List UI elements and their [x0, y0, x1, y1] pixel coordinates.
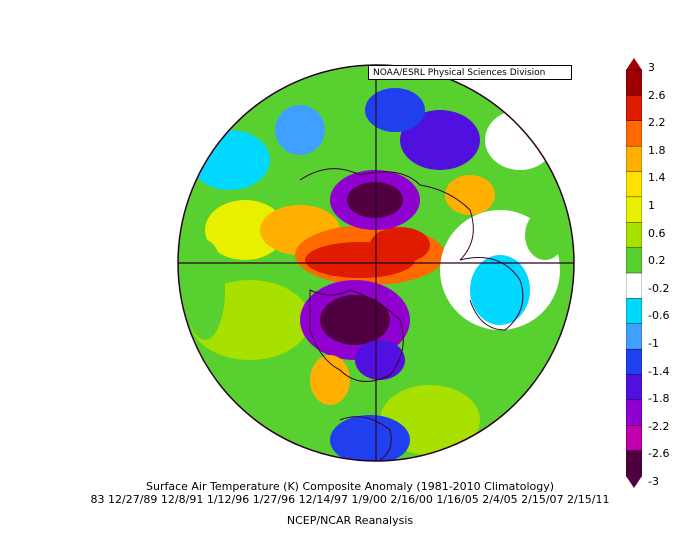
colorbar-cell — [626, 272, 642, 300]
colorbar-cell — [626, 222, 642, 249]
colorbar-tick-label: 1.8 — [648, 143, 666, 157]
region-mexico — [310, 355, 350, 405]
anomaly-field — [178, 65, 574, 461]
colorbar-cell — [626, 95, 642, 122]
caption-source: NCEP/NCAR Reanalysis — [286, 514, 414, 527]
colorbar-tick-label: 0.2 — [648, 254, 666, 268]
colorbar-cell — [626, 450, 642, 477]
colorbar-tick-label: -1.8 — [648, 392, 670, 406]
colorbar-tick-label: -0.6 — [648, 309, 670, 323]
colorbar-tick-label: 2.2 — [648, 116, 666, 130]
colorbar-tick-label: -1 — [648, 337, 659, 350]
coastlines — [299, 168, 524, 461]
colorbar-tick-label: -3 — [648, 475, 659, 488]
colorbar-bottom-arrow — [626, 476, 642, 488]
colorbar-cell — [626, 247, 642, 274]
colorbar-tick-label: 2.6 — [648, 88, 666, 102]
colorbar-cell — [626, 425, 642, 452]
colorbar-tick-label: 1 — [648, 199, 655, 212]
colorbar-cell — [626, 120, 642, 147]
colorbar-cell — [626, 348, 642, 376]
colorbar-cell — [626, 145, 642, 173]
colorbar — [626, 58, 642, 488]
colorbar-tick-label: 1.4 — [648, 171, 666, 185]
colorbar-tick-label: 0.6 — [648, 226, 666, 240]
colorbar-tick-label: -2.6 — [648, 447, 670, 461]
caption-title: Surface Air Temperature (K) Composite An… — [145, 480, 555, 493]
colorbar-tick-label: 3 — [648, 61, 655, 74]
region-east-asia — [400, 110, 480, 170]
colorbar-cell — [626, 298, 642, 325]
colorbar-tick-label: -1.4 — [648, 364, 670, 378]
colorbar-cell — [626, 323, 642, 350]
colorbar-cell — [626, 69, 642, 97]
caption-dates: 83 12/27/89 12/8/91 1/12/96 1/27/96 12/1… — [90, 493, 610, 506]
colorbar-cell — [626, 374, 642, 401]
colorbar-cell — [626, 196, 642, 223]
colorbar-tick-label: -0.2 — [648, 281, 670, 295]
credit-label: NOAA/ESRL Physical Sciences Division — [368, 65, 572, 80]
colorbar-top-arrow — [626, 58, 642, 70]
colorbar-tick-label: -2.2 — [648, 419, 670, 433]
colorbar-cell — [626, 399, 642, 426]
colorbar-cell — [626, 171, 642, 198]
